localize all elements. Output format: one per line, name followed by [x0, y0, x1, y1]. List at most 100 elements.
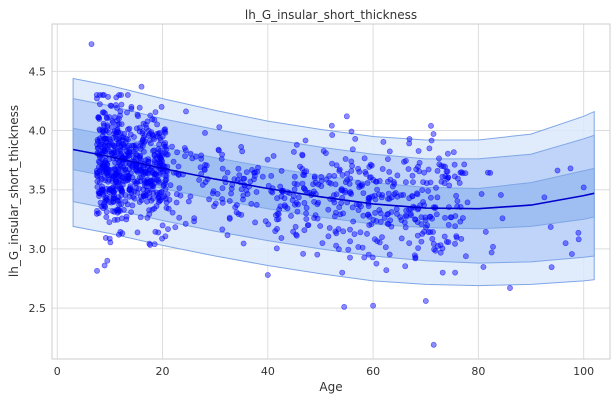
x-tick-label: 80 [471, 365, 485, 378]
data-point [443, 238, 450, 245]
data-point [185, 198, 192, 205]
data-point [436, 161, 443, 168]
data-point [99, 141, 106, 148]
data-point [419, 187, 426, 193]
data-point [197, 164, 204, 171]
plot-frame [51, 23, 611, 360]
data-point [101, 92, 107, 98]
data-point [232, 204, 239, 211]
data-point [388, 209, 395, 215]
data-point [107, 239, 114, 246]
data-point [116, 202, 122, 208]
data-point [444, 150, 451, 157]
data-point [314, 215, 321, 222]
data-point [137, 214, 144, 221]
data-point [187, 150, 194, 157]
data-point [117, 228, 124, 235]
data-point [377, 218, 384, 225]
data-point [499, 215, 506, 222]
data-point [314, 201, 321, 208]
data-point [349, 146, 356, 153]
data-point [130, 154, 137, 161]
data-point [436, 155, 442, 162]
data-point [146, 240, 153, 247]
data-point [198, 152, 205, 159]
data-point [244, 191, 251, 197]
data-point [96, 114, 102, 121]
data-point [104, 135, 111, 142]
data-point [402, 212, 409, 219]
data-point [139, 130, 146, 136]
data-point [278, 235, 285, 241]
y-tick-label: 4.0 [29, 125, 47, 138]
data-point [129, 142, 136, 149]
data-point [127, 131, 134, 138]
data-point [164, 191, 171, 197]
data-point [96, 135, 103, 142]
data-point [319, 240, 326, 246]
data-point [422, 298, 429, 304]
data-point [175, 172, 182, 178]
data-point [364, 180, 371, 186]
data-point [252, 219, 258, 226]
data-point [151, 147, 157, 154]
data-point [101, 136, 108, 143]
data-point [138, 83, 145, 90]
data-point [457, 218, 464, 225]
data-point [362, 168, 369, 175]
data-point [117, 108, 124, 115]
data-point [149, 168, 156, 175]
data-point [352, 135, 359, 142]
data-point [128, 104, 135, 110]
data-point [93, 92, 100, 98]
data-point [397, 214, 404, 220]
data-point [360, 190, 367, 196]
data-point [126, 193, 133, 200]
data-point [311, 215, 317, 221]
data-point [135, 113, 141, 120]
data-point [275, 211, 282, 217]
data-point [127, 183, 134, 189]
data-point [394, 172, 401, 179]
data-point [297, 163, 303, 170]
data-point [424, 222, 431, 229]
data-point [238, 143, 245, 150]
data-point [450, 149, 457, 156]
data-point [105, 178, 111, 185]
data-point [137, 156, 144, 163]
data-point [366, 213, 373, 220]
data-point [575, 236, 582, 243]
data-point [443, 168, 450, 175]
data-point [380, 138, 387, 145]
data-point [366, 222, 373, 228]
data-point [132, 180, 139, 187]
data-point [269, 189, 276, 196]
data-point [400, 191, 407, 198]
data-point [122, 160, 129, 167]
data-point [425, 166, 432, 173]
data-point [402, 179, 409, 186]
data-point [302, 137, 309, 144]
data-point [182, 153, 188, 159]
data-point [416, 168, 423, 175]
data-point [371, 192, 378, 199]
data-point [124, 92, 131, 98]
data-point [350, 218, 357, 225]
data-point [351, 231, 358, 237]
data-point [388, 223, 395, 230]
data-point [162, 185, 169, 192]
data-point [423, 180, 430, 187]
data-point [381, 214, 388, 221]
data-point [124, 109, 130, 116]
data-point [405, 166, 412, 172]
data-point [430, 341, 437, 348]
data-point [415, 148, 422, 154]
data-point [348, 191, 355, 197]
data-point [226, 215, 233, 222]
data-point [125, 151, 132, 157]
data-point [114, 169, 121, 176]
data-point [165, 226, 171, 232]
data-point [484, 169, 491, 176]
data-point [359, 244, 366, 251]
data-point [105, 169, 112, 176]
